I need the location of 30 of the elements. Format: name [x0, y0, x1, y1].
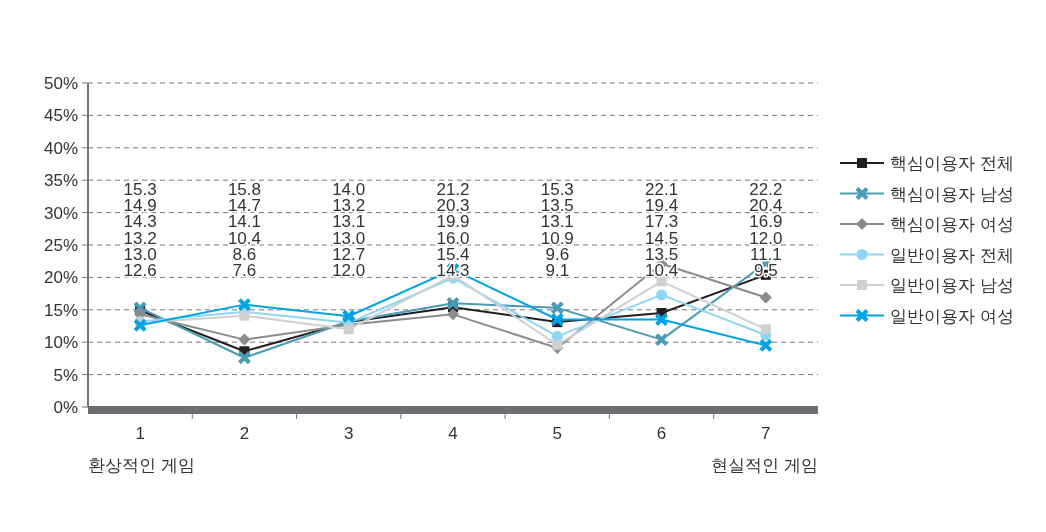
y-tick-label: 20% [43, 268, 78, 288]
legend-label: 일반이용자 전체 [890, 245, 1014, 265]
y-tick-label: 35% [43, 171, 78, 191]
y-tick-label: 10% [43, 333, 78, 353]
annotation: 14.0 13.2 13.1 13.0 12.7 12.0 [332, 180, 366, 280]
y-tick-label: 50% [43, 74, 78, 93]
legend-label: 핵심이용자 여성 [890, 215, 1014, 234]
text: 환상적인 게임 [88, 456, 195, 475]
legend-label: 일반이용자 여성 [890, 306, 1014, 326]
x-tick-label: 1 [135, 424, 145, 443]
x-tick-label: 7 [761, 424, 771, 443]
x-tick-label: 5 [552, 424, 563, 443]
legend-label: 일반이용자 남성 [890, 276, 1014, 295]
text: 현실적인 게임 [711, 456, 818, 475]
x-tick-label: 2 [239, 424, 250, 443]
annotation: 15.3 13.5 13.1 10.9 9.6 9.1 [540, 180, 574, 280]
x-tick-label: 4 [448, 424, 458, 443]
y-tick-label: 45% [43, 106, 78, 126]
x-tick-label: 6 [656, 424, 667, 443]
legend-label: 핵심이용자 남성 [890, 184, 1014, 204]
x-tick-label: 3 [343, 424, 354, 443]
y-tick-label: 15% [43, 300, 78, 320]
y-tick-label: 25% [43, 236, 78, 255]
legend-label: 핵심이용자 전체 [890, 154, 1014, 173]
annotation: 15.3 14.9 14.3 13.2 13.0 12.6 [123, 180, 157, 280]
y-tick-label: 40% [43, 138, 78, 158]
y-tick-label: 5% [53, 365, 78, 385]
y-tick-label: 0% [53, 398, 78, 417]
y-tick-label: 30% [43, 203, 78, 223]
annotation: 15.8 14.7 14.1 10.4 8.6 7.6 [227, 180, 261, 280]
